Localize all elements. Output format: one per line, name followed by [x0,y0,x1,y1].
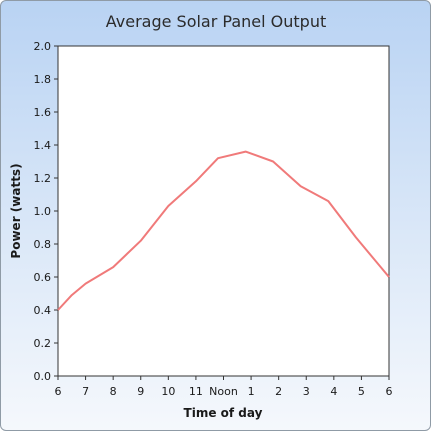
x-tick-label: 4 [330,385,337,398]
y-tick-label: 1.6 [34,106,52,119]
plot-area [57,45,390,377]
series-line [57,150,390,311]
y-tick-label: 0.8 [34,238,52,251]
y-axis-ticks: 0.0 0.2 0.4 0.6 0.8 1.0 1.2 1.4 1.6 1.8 2.0 [34,40,58,383]
x-tick-label: 7 [82,385,89,398]
y-tick-label: 0.6 [34,271,52,284]
y-tick-label: 0.0 [34,370,52,383]
x-tick-label: 6 [386,385,393,398]
x-axis-ticks: 6 7 8 9 10 11 Noon 1 2 3 4 5 6 [55,376,393,398]
x-tick-label: Noon [209,385,238,398]
x-tick-label: 10 [161,385,175,398]
chart-title: Average Solar Panel Output [106,12,326,31]
y-tick-label: 1.8 [34,73,52,86]
x-tick-label: 3 [303,385,310,398]
x-tick-label: 2 [275,385,282,398]
y-tick-label: 0.2 [34,337,52,350]
x-tick-label: 6 [55,385,62,398]
x-tick-label: 5 [358,385,365,398]
y-tick-label: 0.4 [34,304,52,317]
y-tick-label: 1.2 [34,172,52,185]
x-tick-label: 1 [248,385,255,398]
x-tick-label: 9 [137,385,144,398]
y-tick-label: 2.0 [34,40,52,53]
y-tick-label: 1.4 [34,139,52,152]
x-tick-label: 8 [110,385,117,398]
x-axis-label: Time of day [184,406,263,420]
y-tick-label: 1.0 [34,205,52,218]
y-axis-label: Power (watts) [9,163,23,258]
x-tick-label: 11 [189,385,203,398]
series-layer [57,150,390,311]
